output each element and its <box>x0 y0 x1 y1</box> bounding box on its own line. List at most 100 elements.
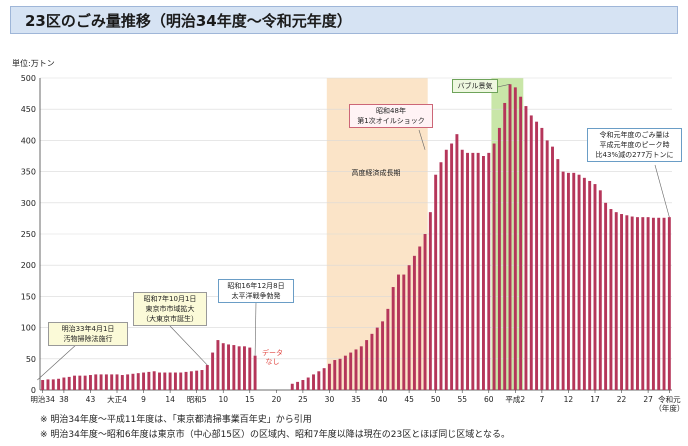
bar <box>343 355 347 390</box>
bar <box>189 371 193 390</box>
bar <box>561 171 565 390</box>
bar <box>158 372 161 390</box>
x-tick-label: 15 <box>245 395 255 404</box>
x-tick-label: 60 <box>484 395 494 404</box>
bar <box>444 149 448 390</box>
bar <box>179 372 183 390</box>
bar <box>391 287 395 390</box>
bar <box>253 355 257 390</box>
bar <box>482 156 485 390</box>
x-tick-label: 平成2 <box>505 394 525 404</box>
bar <box>497 127 501 391</box>
bar <box>152 371 156 390</box>
bar <box>349 352 353 390</box>
bar <box>381 321 385 390</box>
bar <box>662 217 666 390</box>
bar <box>598 190 602 390</box>
bar <box>120 375 124 390</box>
y-tick-label: 150 <box>21 292 36 301</box>
y-tick-label: 500 <box>21 74 36 83</box>
x-tick-label: 12 <box>564 395 574 404</box>
bar <box>104 374 108 390</box>
annotation-reiwa: 令和元年度のごみ量は 平成元年度のピーク時 比43%減の277万トンに <box>587 128 682 162</box>
bar <box>434 174 438 390</box>
bar <box>519 96 523 390</box>
bar <box>614 212 618 390</box>
annotation-meiji33: 明治33年4月1日 汚物掃除法施行 <box>48 322 128 346</box>
annotation-pointer <box>418 129 426 150</box>
bar <box>359 346 363 390</box>
annotation-bubble: バブル景気 <box>452 79 498 93</box>
x-tick-label: 22 <box>617 395 627 404</box>
title-banner: 23区のごみ量推移（明治34年度～令和元年度） <box>10 6 678 34</box>
bar <box>492 143 496 390</box>
bar <box>211 352 215 390</box>
bar <box>418 246 422 390</box>
x-tick-label: 30 <box>325 395 335 404</box>
annotation-showa16: 昭和16年12月8日 太平洋戦争勃発 <box>218 279 294 303</box>
bar <box>227 344 230 390</box>
bar <box>402 274 406 390</box>
bar <box>609 209 613 390</box>
bar <box>588 180 592 390</box>
bar <box>195 370 199 390</box>
bar <box>365 340 369 390</box>
bar <box>636 217 639 390</box>
bar <box>412 255 416 390</box>
bar <box>428 212 432 390</box>
y-tick-label: 300 <box>21 199 36 208</box>
bar <box>205 365 209 390</box>
x-tick-label: 55 <box>457 395 467 404</box>
annotation-showa7: 昭和7年10月1日 東京市市域拡大 （大東京市誕生） <box>133 292 207 326</box>
bar <box>657 217 661 390</box>
bar <box>88 375 92 390</box>
x-tick-label: 50 <box>431 395 441 404</box>
bar <box>540 127 544 391</box>
bar <box>232 345 236 390</box>
bar <box>556 159 560 390</box>
x-tick-label: 明治34 <box>30 394 55 404</box>
bar <box>115 374 119 390</box>
bar <box>641 217 645 390</box>
bar <box>46 379 50 390</box>
x-tick-label: 38 <box>59 395 69 404</box>
y-tick-label: 350 <box>21 168 36 177</box>
bar <box>471 152 475 390</box>
bar <box>503 102 507 391</box>
x-tick-label: （年度） <box>654 403 684 413</box>
bar <box>200 370 204 390</box>
x-tick-label: 令和元 <box>658 394 681 404</box>
bar <box>651 217 655 390</box>
bar <box>327 363 331 390</box>
annotation-pointer <box>654 164 670 218</box>
bar <box>582 177 586 390</box>
x-tick-label: 10 <box>218 395 228 404</box>
bar <box>466 152 469 390</box>
bar <box>317 371 321 390</box>
bar <box>625 215 629 390</box>
annotation-pointer <box>169 325 208 366</box>
annotation-pointer <box>254 301 257 356</box>
bar <box>147 371 151 390</box>
y-tick-label: 100 <box>21 324 36 333</box>
x-tick-label: 昭和5 <box>187 395 207 404</box>
bar <box>67 376 71 390</box>
x-tick-label: 45 <box>404 395 414 404</box>
bar <box>338 358 342 390</box>
bar <box>646 217 650 390</box>
x-tick-label: 27 <box>643 395 653 404</box>
bar <box>110 374 114 390</box>
x-tick-label: 大正4 <box>107 394 127 404</box>
bar <box>99 374 103 390</box>
bar <box>78 375 82 390</box>
annotation-oil-shock: 昭和48年 第1次オイルショック <box>349 104 433 128</box>
bar <box>312 374 315 390</box>
y-tick-label: 50 <box>26 355 36 364</box>
bar <box>301 380 305 390</box>
bar <box>524 106 528 390</box>
bar <box>667 217 671 390</box>
x-tick-label: 9 <box>141 395 146 404</box>
bar <box>630 216 634 390</box>
bar <box>136 373 140 390</box>
